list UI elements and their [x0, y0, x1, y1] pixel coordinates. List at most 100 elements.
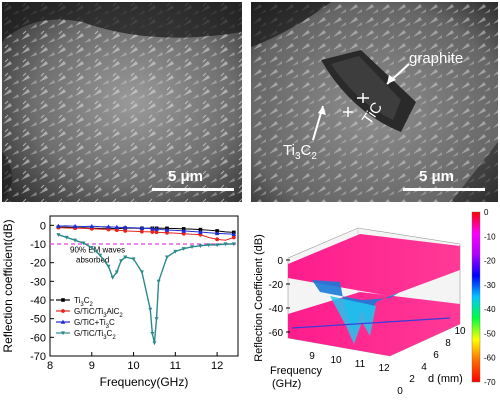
freq-tick-label: 9 [309, 351, 315, 362]
x-tick-label: 12 [211, 360, 223, 372]
data-point [139, 225, 145, 230]
freq-tick-label: 11 [355, 359, 366, 370]
surface-ridge [291, 317, 451, 329]
surface-bottom [288, 292, 460, 356]
z-tick-label: -20 [269, 280, 284, 291]
data-point [156, 279, 161, 284]
data-point [154, 230, 159, 235]
data-point [106, 264, 111, 269]
series-line [58, 225, 234, 235]
colorbar-tick-label: -70 [484, 378, 496, 387]
sem-texture-left [2, 2, 242, 202]
z-tick-label: 0 [277, 256, 283, 267]
surface-top [288, 234, 460, 296]
legend-label: G/TiC/Ti3C2 [74, 329, 116, 341]
sem-image-left: 5 μm [2, 2, 242, 202]
d-tick-label: 6 [433, 350, 439, 361]
data-point [198, 229, 203, 234]
legend-label: G/TiC+Ti3C [74, 318, 115, 330]
y-axis-label: Reflection coefficient(dB) [1, 219, 15, 352]
data-point [139, 270, 144, 275]
y-tick-label: -20 [30, 258, 46, 270]
data-point [98, 253, 103, 258]
data-point [150, 332, 155, 336]
legend-marker [61, 331, 65, 336]
freq-axis-unit: (GHz) [272, 378, 301, 390]
legend-label: G/TiC/Ti3AlC2 [74, 307, 123, 319]
colorbar-tick-label: -10 [484, 232, 496, 241]
y-tick-label: 0 [40, 220, 46, 232]
data-point [106, 224, 111, 229]
sem-image-right: graphite TiC Ti3C2 5 μm [251, 2, 498, 202]
data-point [56, 233, 61, 237]
y-tick-label: -30 [30, 276, 46, 288]
data-point [123, 229, 128, 233]
freq-tick-label: 12 [378, 363, 390, 374]
y-tick-label: -70 [30, 351, 46, 363]
annotation-line-1: 90% EM waves [70, 246, 125, 255]
data-point [64, 235, 69, 240]
colorbar-tick-label: -20 [484, 257, 496, 266]
data-point [114, 270, 119, 275]
data-point [164, 227, 170, 232]
data-point [123, 255, 128, 260]
scale-bar-left [152, 188, 234, 191]
data-point [223, 242, 228, 247]
colorbar-tick-label: -60 [484, 354, 496, 363]
colorbar-tick-label: -50 [484, 329, 496, 338]
data-point [181, 231, 186, 236]
colorbar [471, 211, 481, 383]
d-tick-label: 8 [445, 338, 451, 349]
data-point [231, 235, 236, 240]
data-point [190, 245, 195, 249]
data-point [215, 243, 220, 248]
x-axis-label: Frequency(GHz) [100, 375, 189, 389]
data-point [206, 243, 211, 248]
freq-tick-label: 10 [330, 355, 342, 366]
d-axis-label: d (mm) [428, 373, 463, 385]
data-point [150, 226, 155, 231]
reflection-surface-chart: 0 -20 -40 -60 Reflection Coefficient (dB) 9 10… [253, 208, 496, 397]
annotation-line-2: absorbed [76, 256, 109, 265]
data-point [81, 241, 86, 246]
legend-label: Ti3C2 [74, 296, 94, 308]
data-point [181, 247, 186, 251]
data-point [198, 244, 203, 249]
data-point [231, 231, 237, 237]
z-tick-label: -60 [269, 328, 284, 339]
colorbar-tick-label: -40 [484, 305, 496, 314]
data-point [173, 249, 178, 254]
d-tick-label: 10 [454, 326, 466, 337]
data-point [215, 237, 220, 242]
plot-frame [49, 215, 239, 357]
data-point [131, 257, 136, 262]
colorbar-tick-label: -30 [484, 281, 496, 290]
d-tick-label: 4 [421, 362, 427, 373]
data-point [89, 246, 94, 250]
data-point [154, 226, 159, 231]
y-tick-label: -60 [30, 332, 46, 344]
z-tick-label: -40 [269, 304, 284, 315]
data-point [110, 276, 115, 280]
data-point [72, 223, 78, 229]
data-point [150, 230, 155, 234]
x-tick-label: 11 [170, 360, 181, 372]
data-point [198, 227, 203, 232]
data-point [165, 230, 169, 235]
y-tick-label: -50 [30, 314, 46, 326]
legend-marker [61, 298, 65, 302]
scale-bar-right [403, 188, 485, 191]
data-point [114, 228, 119, 233]
data-point [148, 307, 153, 312]
x-tick-label: 10 [127, 360, 139, 372]
colorbar-tick-label: 0 [484, 208, 489, 217]
d-tick-label: 0 [397, 386, 403, 397]
data-point [214, 230, 220, 236]
data-point [73, 238, 78, 243]
data-point [114, 224, 120, 229]
graphite-label: graphite [409, 50, 464, 67]
absorption-peak [330, 296, 376, 344]
freq-axis-label: Frequency [270, 365, 322, 377]
legend-marker [61, 309, 65, 313]
data-point [231, 242, 236, 247]
